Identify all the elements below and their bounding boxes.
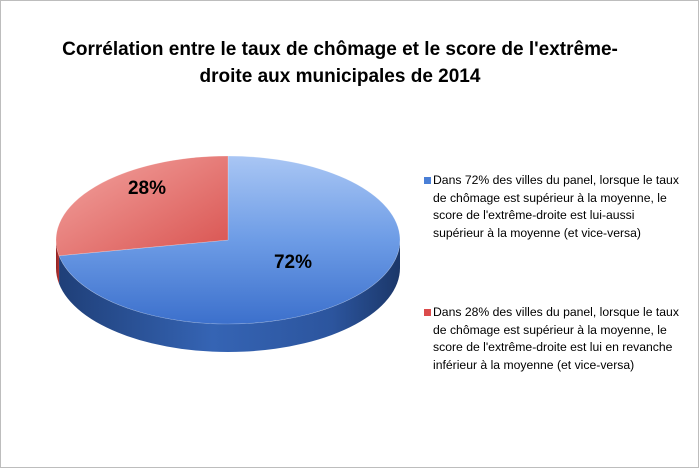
slice-label-72: 72% (274, 252, 312, 273)
pie-side-28 (56, 240, 60, 284)
legend-text-28: Dans 28% des villes du panel, lorsque le… (433, 305, 679, 372)
legend-swatch-red-icon (424, 309, 431, 316)
chart-title: Corrélation entre le taux de chômage et … (62, 39, 618, 87)
slice-label-28: 28% (128, 178, 166, 199)
pie-side-72 (59, 240, 401, 352)
pie-slice-28 (55, 155, 229, 257)
legend-swatch-blue-icon (424, 177, 431, 184)
legend-text-72: Dans 72% des villes du panel, lorsque le… (433, 173, 679, 240)
pie-slice-72 (58, 155, 401, 325)
legend-item-28: Dans 28% des villes du panel, lorsque le… (424, 304, 683, 374)
legend-item-72: Dans 72% des villes du panel, lorsque le… (424, 172, 683, 242)
